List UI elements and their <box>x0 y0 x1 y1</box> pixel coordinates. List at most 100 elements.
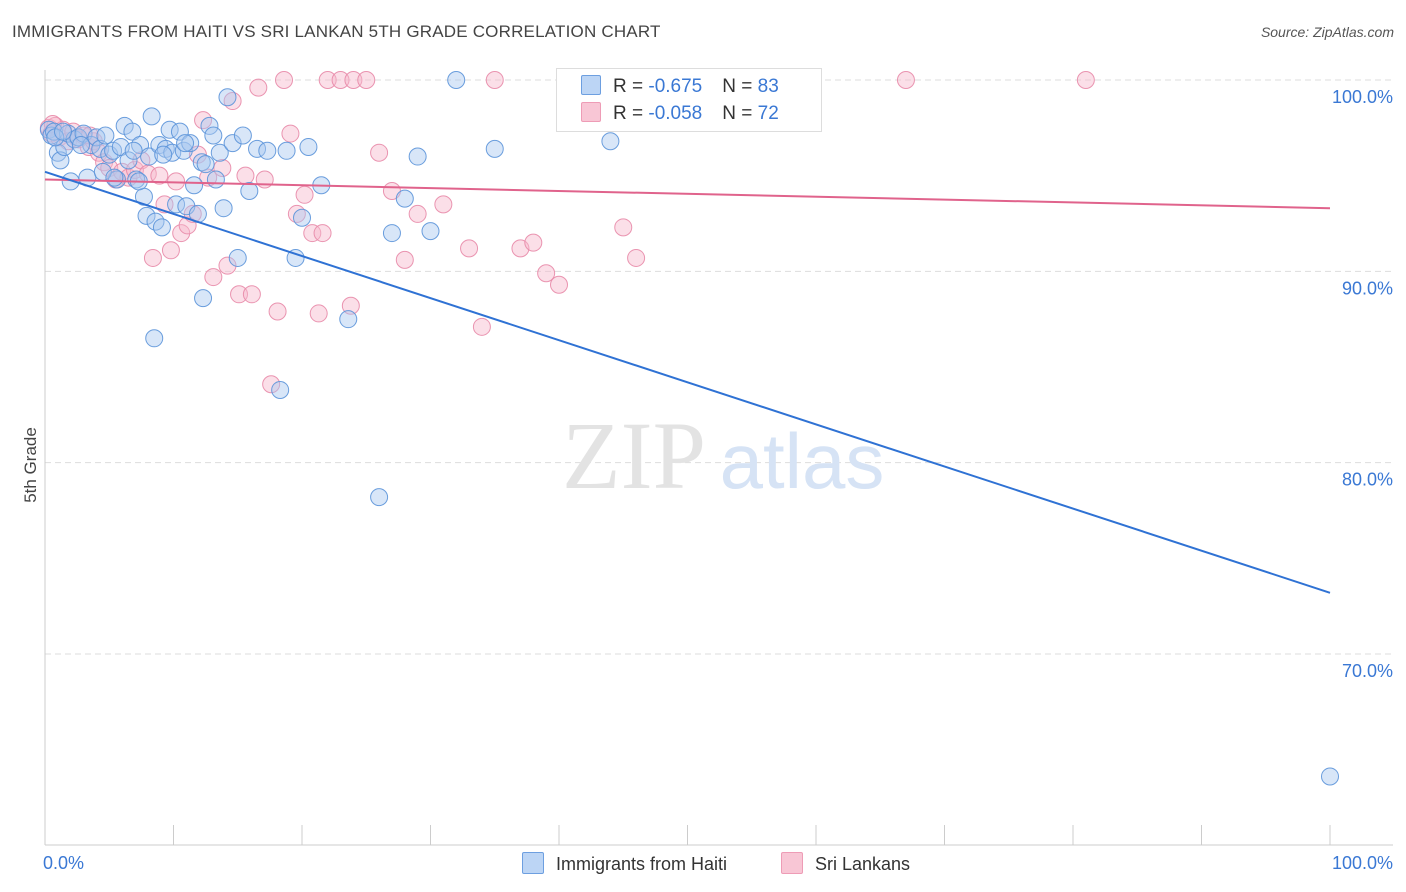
srilanka-point <box>344 71 363 89</box>
srilanka-point <box>303 224 322 243</box>
haiti-n-label: N = <box>722 76 758 97</box>
haiti-point <box>53 122 72 141</box>
haiti-trend-line <box>44 170 1331 594</box>
y-tick-label: 70.0% <box>1342 661 1393 681</box>
srilanka-point <box>395 250 414 269</box>
haiti-point <box>293 208 311 227</box>
haiti-point <box>51 151 70 170</box>
srilanka-point <box>262 375 281 394</box>
srilanka-point <box>331 71 350 89</box>
haiti-point <box>277 141 296 160</box>
srilanka-point <box>1076 71 1095 89</box>
haiti-r-value: -0.675 <box>648 76 703 97</box>
srilanka-point <box>318 71 337 89</box>
srilanka-point <box>313 224 332 243</box>
srilanka-point <box>161 241 180 260</box>
srilanka-point <box>230 285 249 304</box>
srilanka-point <box>218 256 237 275</box>
y-tick-label: 80.0% <box>1342 470 1393 490</box>
haiti-point <box>170 122 189 141</box>
srilanka-swatch <box>581 102 601 122</box>
haiti-point <box>194 289 213 308</box>
srilanka-point <box>213 159 232 178</box>
haiti-point <box>163 143 182 162</box>
haiti-point <box>299 137 318 156</box>
source-label: Source: ZipAtlas.com <box>1260 24 1394 40</box>
srilanka-point <box>204 268 223 287</box>
haiti-point <box>214 199 233 218</box>
srilanka-point <box>627 248 646 267</box>
haiti-point <box>124 141 143 160</box>
srilanka-point <box>143 248 162 267</box>
haiti-point <box>370 488 389 507</box>
srilanka-trend-line <box>44 178 1331 210</box>
srilanka-point <box>268 302 287 321</box>
haiti-point <box>204 126 223 145</box>
legend-row-srilanka: R = -0.058 N = 72 <box>581 102 779 126</box>
haiti-point <box>107 170 126 189</box>
haiti-point <box>119 151 138 170</box>
haiti-legend-label: Immigrants from Haiti <box>556 854 728 874</box>
trend-lines <box>44 170 1331 594</box>
y-tick-label: 100.0% <box>1332 87 1393 107</box>
srilanka-point <box>550 275 568 294</box>
haiti-point <box>105 168 124 187</box>
srilanka-n-label: N = <box>722 103 758 124</box>
srilanka-point <box>537 264 556 283</box>
srilanka-point <box>150 166 169 185</box>
watermark: ZIP atlas <box>562 402 884 509</box>
watermark-zip: ZIP <box>562 402 706 509</box>
haiti-points <box>39 71 1339 786</box>
haiti-point <box>185 176 204 195</box>
haiti-point <box>196 155 215 174</box>
haiti-point <box>123 122 142 141</box>
srilanka-point <box>485 71 504 89</box>
haiti-point <box>96 126 115 145</box>
axis-labels: 100.0% 90.0% 80.0% 70.0% 0.0% 100.0% 5th Grade <box>21 87 1393 873</box>
haiti-point <box>271 380 290 399</box>
srilanka-point <box>172 224 191 243</box>
haiti-point <box>145 329 164 348</box>
srilanka-point <box>357 71 376 89</box>
haiti-point <box>240 181 259 200</box>
haiti-point <box>339 310 358 329</box>
srilanka-point <box>524 233 543 252</box>
haiti-point <box>601 132 620 151</box>
srilanka-point <box>295 185 314 204</box>
haiti-point <box>200 116 219 135</box>
haiti-point <box>174 141 193 160</box>
srilanka-point <box>236 166 255 185</box>
haiti-point <box>286 248 305 267</box>
srilanka-legend-label: Sri Lankans <box>815 854 911 874</box>
srilanka-point <box>242 285 261 304</box>
haiti-point <box>228 248 247 267</box>
grid-lines <box>45 79 1393 655</box>
srilanka-point <box>341 296 360 315</box>
haiti-point <box>61 172 80 191</box>
legend-row-haiti: R = -0.675 N = 83 <box>581 75 779 99</box>
srilanka-point <box>281 124 300 143</box>
srilanka-point <box>178 216 197 235</box>
srilanka-point <box>434 195 453 214</box>
haiti-point <box>71 136 90 155</box>
haiti-point <box>485 139 504 158</box>
srilanka-r-value: -0.058 <box>648 103 703 124</box>
watermark-atlas: atlas <box>720 417 885 505</box>
haiti-point <box>181 134 200 153</box>
legend-item-haiti: Immigrants from Haiti <box>522 852 727 875</box>
srilanka-point <box>472 317 491 336</box>
haiti-point <box>258 141 277 160</box>
srilanka-point <box>80 126 99 145</box>
srilanka-point <box>309 304 328 323</box>
srilanka-point <box>199 168 218 187</box>
x-tick-label-min: 0.0% <box>43 853 84 873</box>
srilanka-point <box>614 218 633 237</box>
srilanka-n-value: 72 <box>757 103 779 124</box>
y-axis-title: 5th Grade <box>21 427 40 503</box>
haiti-point <box>127 170 146 189</box>
srilanka-legend-swatch <box>781 852 803 874</box>
haiti-point <box>176 134 195 153</box>
haiti-point <box>382 224 401 243</box>
haiti-n-value: 83 <box>757 76 779 97</box>
